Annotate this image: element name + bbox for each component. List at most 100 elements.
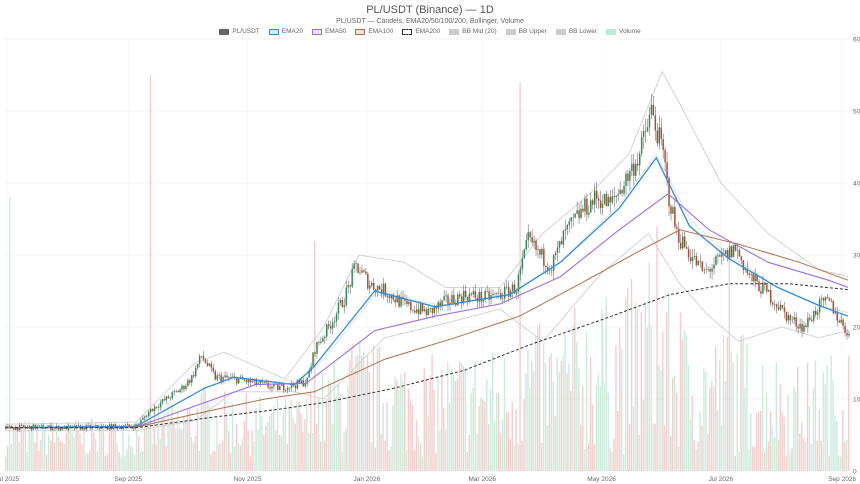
volume-bar [139,451,142,471]
legend-item[interactable]: EMA20 [268,28,303,35]
candle-body [326,324,328,337]
volume-bar [703,368,705,471]
volume-bar [591,404,594,471]
volume-bar [353,370,355,471]
volume-bar [269,416,271,471]
volume-bar [8,197,11,471]
candle-body [376,285,379,293]
legend-item[interactable]: BB Upper [505,28,547,35]
legend-item[interactable]: EMA50 [312,28,346,35]
candle-body [748,273,750,275]
legend-item[interactable]: Volume [606,28,641,35]
candle-body [443,296,445,301]
candle-body [740,256,743,261]
volume-bar [34,442,36,471]
legend-item[interactable]: BB Mid (20) [449,28,497,35]
candle-body [87,425,89,426]
volume-bar [468,434,470,471]
volume-bar [188,408,191,471]
candle-body [245,380,248,383]
candle-body [525,239,527,250]
volume-bar [812,388,815,471]
legend-item[interactable]: PL/USDT [219,28,260,35]
candle-body [151,408,154,412]
candle-body [333,321,336,323]
volume-bar [118,452,120,471]
candle-body [537,249,539,251]
candle-body [179,389,181,393]
volume-bar [335,396,337,471]
candle-body [255,378,258,385]
candle-body [269,387,271,389]
volume-bar [271,412,273,471]
legend-item[interactable]: EMA200 [402,28,440,35]
candle-body [392,294,394,300]
volume-bar [484,401,486,471]
legend-item[interactable]: EMA100 [355,28,393,35]
candle-body [142,417,144,420]
volume-bar [738,452,740,471]
volume-bar [30,431,32,471]
volume-bar [104,456,107,471]
volume-bar [431,354,433,471]
x-tick-label: Nov 2025 [234,476,262,483]
volume-bar [110,427,112,471]
volume-bar [138,436,140,471]
candle-body [390,294,393,299]
volume-bar [846,439,848,471]
candle-body [369,285,371,289]
volume-bar [16,425,19,471]
candle-body [593,190,596,205]
volume-bar [804,441,807,471]
volume-bar [503,358,506,471]
y-tick-label: 30 [853,253,860,260]
candle-body [654,115,657,131]
volume-bar [599,385,601,471]
y-tick-label: 20 [853,325,860,332]
candle-body [161,399,164,403]
volume-bar [689,419,691,471]
candle-body [406,300,408,305]
candle-body [480,291,483,302]
candle-body [230,376,232,378]
volume-bar [165,445,167,471]
candle-body [449,302,451,304]
candle-body [355,263,357,264]
legend-item[interactable]: BB Lower [555,28,597,35]
volume-bar [716,410,719,471]
volume-bar [679,312,682,471]
volume-bar [707,434,709,471]
candle-body [531,237,533,243]
candle-body [709,268,711,272]
candle-body [580,208,582,218]
volume-bar [662,331,664,471]
candle-body [357,263,359,273]
chart-subtitle: PL/USDT — Candels, EMA20/50/100/200, Bol… [336,18,524,25]
volume-bar [239,445,242,471]
volume-bar [298,401,300,471]
candle-body [726,250,729,258]
candle-body [339,300,342,303]
candle-body [243,379,246,381]
volume-bar [597,373,600,471]
volume-bar [310,392,312,471]
volume-bar [136,429,138,471]
volume-bar [292,417,294,471]
candle-body [646,127,649,132]
volume-bar [493,421,496,471]
volume-bar [810,443,813,471]
candle-body [236,377,238,384]
volume-bar [568,363,570,471]
candle-body [732,245,735,257]
volume-bar [325,399,328,471]
volume-bar [49,440,52,471]
volume-bar [198,450,201,471]
volume-bar [102,427,105,471]
volume-bar [464,367,467,471]
candle-body [308,371,310,378]
volume-bar [628,424,631,471]
volume-bar [132,448,134,471]
candle-body [194,367,197,377]
volume-bar [462,366,465,471]
volume-bar [329,384,332,471]
